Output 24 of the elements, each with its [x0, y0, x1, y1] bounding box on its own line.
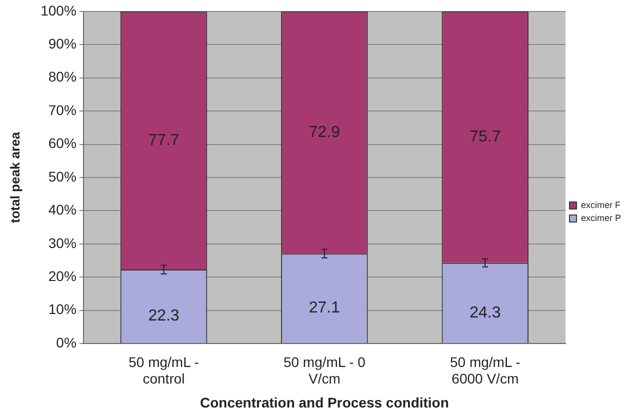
data-label: 24.3: [470, 304, 501, 322]
y-tick-label: 30%: [48, 234, 76, 251]
y-tick-label: 100%: [40, 2, 76, 18]
y-tick-label: 20%: [48, 268, 76, 284]
y-tick-label: 0%: [56, 334, 76, 350]
data-label: 75.7: [470, 128, 501, 146]
y-tick-label: 60%: [48, 135, 76, 152]
data-label: 77.7: [148, 132, 180, 149]
x-tick-label: 50 mg/mL - 6000 V/cm: [450, 354, 521, 387]
x-tick-label: 50 mg/mL - 0 V/cm: [283, 354, 366, 387]
y-tick-label: 70%: [48, 102, 76, 118]
legend-label: excimer F: [580, 200, 621, 210]
data-label: 72.9: [308, 124, 340, 141]
x-tick-label: 50 mg/mL - control: [128, 354, 200, 387]
y-tick-label: 90%: [48, 35, 76, 52]
y-tick-label: 40%: [48, 202, 76, 218]
y-axis-title: total peak area: [7, 131, 22, 224]
legend-label: excimer P: [580, 212, 622, 223]
x-axis-title: Concentration and Process condition: [200, 394, 449, 410]
y-tick-label: 50%: [48, 168, 76, 184]
data-label: 22.3: [148, 308, 180, 325]
y-tick-label: 80%: [48, 68, 76, 85]
data-label: 27.1: [308, 300, 340, 317]
y-tick-label: 10%: [48, 301, 76, 318]
